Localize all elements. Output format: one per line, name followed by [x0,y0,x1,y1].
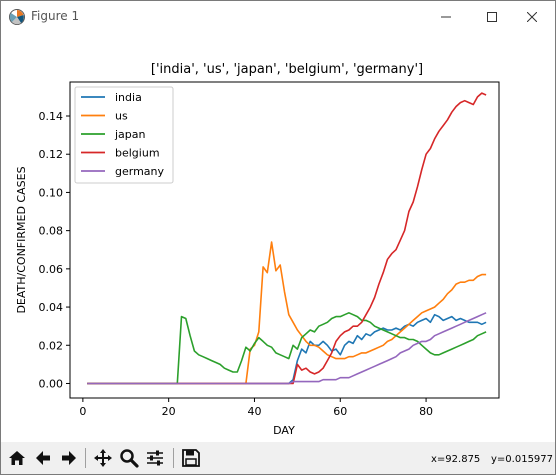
y-tick-label: 0.14 [39,110,64,123]
y-tick-label: 0.10 [39,186,64,199]
plot-area [69,81,500,399]
legend-label-belgium: belgium [115,147,160,160]
x-tick-label: 80 [419,405,433,418]
floppy-disk-icon [182,449,200,467]
window-title: Figure 1 [31,9,80,23]
title-bar[interactable]: Figure 1 [1,1,555,33]
minimize-button[interactable] [423,1,469,33]
y-tick-label: 0.00 [39,377,64,390]
figure-canvas[interactable]: ['india', 'us', 'japan', 'belgium', 'ger… [1,33,555,441]
maximize-button[interactable] [469,1,515,33]
x-tick-label: 60 [333,405,347,418]
navigation-toolbar: x=92.875 y=0.015977 [1,442,555,474]
toolbar-separator [85,448,86,468]
series-line-germany [87,312,487,385]
series-layer [87,92,487,385]
series-line-us [87,241,487,385]
y-tick-label: 0.06 [39,263,64,276]
forward-button[interactable] [57,446,81,470]
close-icon [527,12,537,22]
cursor-y-readout: y=0.015977 [491,454,554,465]
maximize-icon [487,12,497,22]
legend-label-germany: germany [115,165,165,178]
close-button[interactable] [509,1,555,33]
legend-label-us: us [115,110,128,123]
x-axis: 0 20 40 60 80 [79,398,433,418]
legend-label-india: india [115,91,142,104]
sliders-icon [147,450,163,466]
chart-title: ['india', 'us', 'japan', 'belgium', 'ger… [151,62,423,77]
arrow-left-icon [36,451,50,465]
axes-frame [69,81,500,399]
zoom-button[interactable] [117,446,141,470]
legend: india us japan belgium germany [74,86,174,184]
y-axis: 0.00 0.02 0.04 0.06 0.08 0.10 0.12 0.14 [39,110,70,390]
y-tick-label: 0.04 [39,301,64,314]
minimize-icon [441,16,451,18]
subplots-button[interactable] [143,446,167,470]
x-axis-label: DAY [273,424,295,437]
save-button[interactable] [179,446,203,470]
arrow-right-icon [62,451,76,465]
series-line-japan [87,312,487,385]
line-chart[interactable]: ['india', 'us', 'japan', 'belgium', 'ger… [1,33,555,441]
x-tick-label: 40 [247,405,261,418]
y-tick-label: 0.08 [39,225,64,238]
x-tick-label: 0 [79,405,86,418]
y-axis-label: DEATH/CONFIRMED CASES [15,166,28,313]
back-button[interactable] [31,446,55,470]
x-tick-label: 20 [162,405,176,418]
legend-label-japan: japan [114,128,146,141]
series-line-belgium [87,92,487,385]
y-tick-label: 0.02 [39,339,64,352]
matplotlib-logo-icon [8,8,26,26]
legend-box [74,86,174,184]
home-icon [9,451,25,465]
toolbar-separator [173,448,174,468]
cursor-x-readout: x=92.875 [431,454,481,465]
magnifier-icon [120,449,139,468]
series-line-india [87,313,487,385]
pan-button[interactable] [91,446,115,470]
home-button[interactable] [5,446,29,470]
y-tick-label: 0.12 [39,148,64,161]
move-arrows-icon [94,449,112,467]
